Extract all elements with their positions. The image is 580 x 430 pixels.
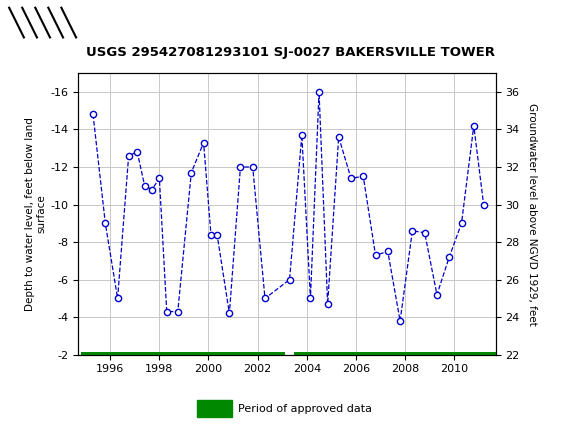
Bar [81, 352, 285, 357]
Bar [295, 352, 496, 357]
Text: USGS: USGS [72, 14, 128, 31]
Bar [9, 7, 61, 38]
Y-axis label: Groundwater level above NGVD 1929, feet: Groundwater level above NGVD 1929, feet [527, 102, 536, 326]
Text: Period of approved data: Period of approved data [238, 403, 372, 414]
Text: USGS 295427081293101 SJ-0027 BAKERSVILLE TOWER: USGS 295427081293101 SJ-0027 BAKERSVILLE… [85, 46, 495, 59]
Y-axis label: Depth to water level, feet below land
surface: Depth to water level, feet below land su… [25, 117, 46, 311]
Bar [197, 400, 232, 417]
